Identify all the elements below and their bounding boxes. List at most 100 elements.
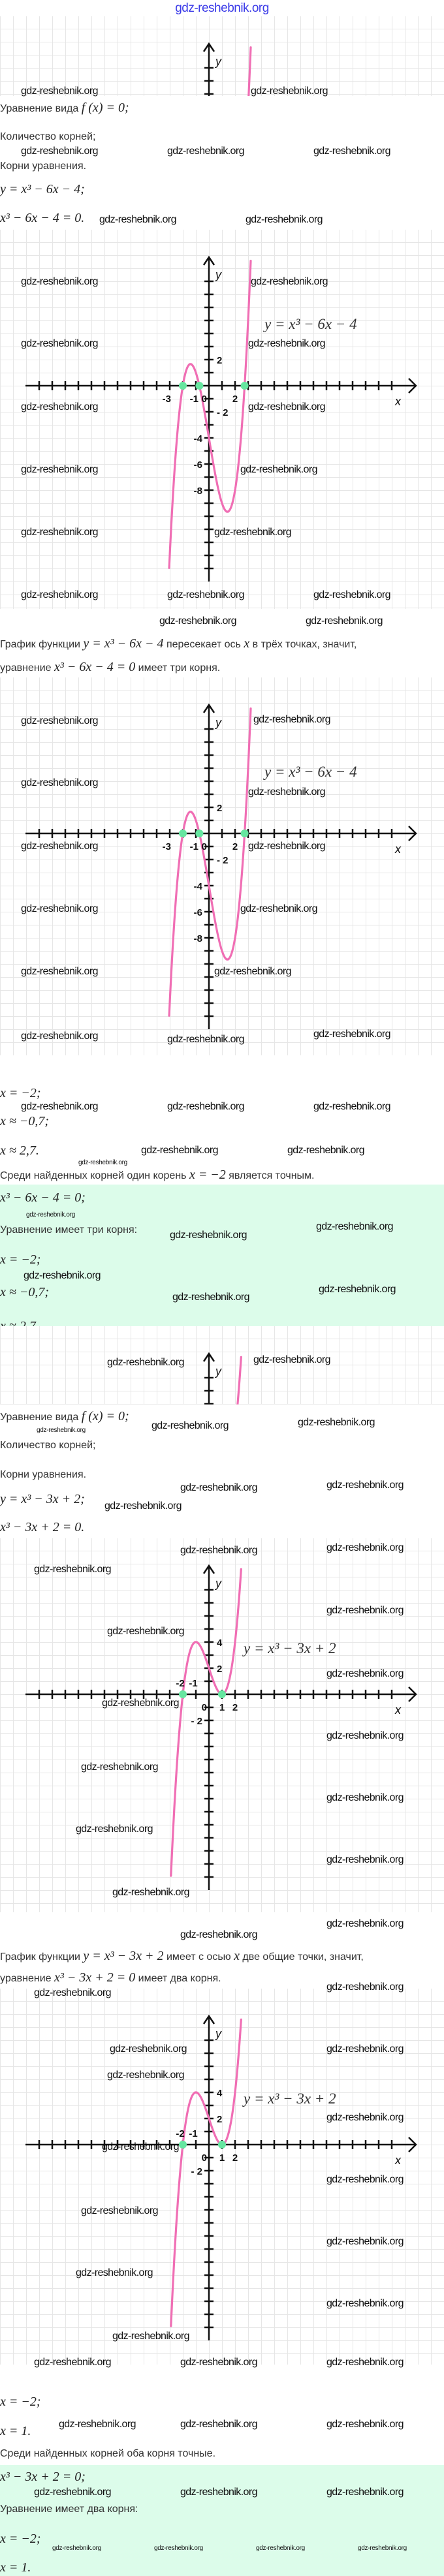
watermark: gdz-reshebnik.org	[326, 1480, 404, 1491]
watermark: gdz-reshebnik.org	[240, 464, 317, 475]
watermark: gdz-reshebnik.org	[52, 2545, 101, 2552]
exactness-text: Среди найденных корней один корень	[0, 1170, 189, 1181]
answer-equation: x³ − 6x − 4 = 0;	[0, 1190, 86, 1205]
equation-formula: x³ − 3x + 2 = 0.	[0, 1520, 85, 1534]
axes	[25, 2014, 417, 2340]
watermark: gdz-reshebnik.org	[326, 1981, 404, 1993]
axes	[25, 703, 417, 1029]
watermark: gdz-reshebnik.org	[21, 146, 98, 157]
watermark: gdz-reshebnik.org	[313, 1101, 390, 1112]
conclusion-text: График функции	[0, 639, 84, 650]
x-tick-label: 1	[219, 1702, 225, 1713]
x-tick-label: 2	[232, 2152, 238, 2164]
watermark: gdz-reshebnik.org	[253, 714, 330, 725]
grid	[0, 677, 444, 1055]
watermark: gdz-reshebnik.org	[319, 1284, 396, 1295]
watermark: gdz-reshebnik.org	[21, 338, 98, 349]
watermark: gdz-reshebnik.org	[107, 2070, 184, 2081]
watermark: gdz-reshebnik.org	[76, 1823, 153, 1835]
conclusion-text: График функции	[0, 1951, 84, 1963]
y-tick-label: - 2	[191, 1716, 202, 1727]
watermark: gdz-reshebnik.org	[59, 2419, 136, 2430]
conclusion-math: x	[234, 1949, 240, 1963]
y-axis-arrow	[202, 1564, 215, 1574]
equation-type-label: Уравнение вида	[0, 1412, 82, 1423]
watermark: gdz-reshebnik.org	[107, 1357, 184, 1368]
y-tick-label: -6	[194, 907, 202, 918]
watermark: gdz-reshebnik.org	[251, 276, 328, 287]
watermark: gdz-reshebnik.org	[246, 214, 323, 225]
equation-type-line: Уравнение вида f (x) = 0;	[0, 1408, 129, 1424]
y-tick-label: 2	[217, 2114, 222, 2125]
exactness-line: Среди найденных корней оба корня точные.	[0, 2448, 216, 2459]
watermark: gdz-reshebnik.org	[326, 2112, 404, 2123]
equation-type-math: f (x) = 0;	[81, 101, 129, 115]
watermark: gdz-reshebnik.org	[313, 589, 390, 600]
y-axis-label: y	[214, 716, 222, 729]
root-2: x = 1.	[0, 2424, 31, 2438]
conclusion-text: пересекает ось	[163, 639, 244, 650]
x-axis-label: x	[394, 843, 402, 856]
exactness-math: x = −2	[189, 1168, 226, 1182]
watermark: gdz-reshebnik.org	[180, 1929, 257, 1940]
watermark: gdz-reshebnik.org	[34, 2487, 111, 2498]
watermark: gdz-reshebnik.org	[78, 1159, 127, 1166]
answer-root-2: x = 1.	[0, 2560, 31, 2575]
root-point	[218, 2141, 226, 2149]
watermark: gdz-reshebnik.org	[21, 527, 98, 538]
y-tick-label: 2	[217, 803, 222, 814]
watermark: gdz-reshebnik.org	[240, 903, 317, 914]
watermark: gdz-reshebnik.org	[21, 1101, 98, 1112]
x-axis-arrow	[408, 378, 417, 394]
watermark: gdz-reshebnik.org	[112, 1887, 189, 1898]
watermark: gdz-reshebnik.org	[287, 1145, 364, 1156]
watermark: gdz-reshebnik.org	[34, 1564, 111, 1575]
root-count-label: Количество корней;	[0, 1440, 96, 1451]
x-tick-label: -3	[163, 841, 171, 852]
conclusion-text: уравнение	[0, 662, 54, 674]
y-axis-arrow	[202, 703, 215, 713]
y-axis-label: y	[214, 1365, 222, 1378]
watermark: gdz-reshebnik.org	[99, 214, 176, 225]
root-point	[218, 1690, 226, 1698]
watermark: gdz-reshebnik.org	[76, 2267, 153, 2278]
watermark: gdz-reshebnik.org	[172, 1292, 249, 1303]
watermark: gdz-reshebnik.org	[34, 1987, 111, 1998]
x-axis-label: x	[394, 2154, 402, 2167]
watermark: gdz-reshebnik.org	[21, 401, 98, 412]
watermark: gdz-reshebnik.org	[316, 1221, 393, 1232]
conclusion-line-1: График функции y = x³ − 3x + 2 имеет с о…	[0, 1948, 364, 1964]
root-1: x = −2;	[0, 2395, 41, 2409]
x-tick-label: -1	[189, 2128, 197, 2139]
watermark: gdz-reshebnik.org	[26, 1211, 75, 1218]
function-formula: y = x³ − 3x + 2;	[0, 1492, 85, 1506]
y-axis-arrow	[202, 42, 215, 52]
watermark: gdz-reshebnik.org	[326, 2419, 404, 2430]
x-tick-label: -2	[176, 2128, 184, 2139]
conclusion-math: x³ − 3x + 2 = 0	[54, 1970, 136, 1985]
x-axis-label: x	[394, 395, 402, 408]
x-tick-label: 2	[232, 841, 238, 852]
answer-root-2: x ≈ −0,7;	[0, 1285, 50, 1299]
exactness-text: является точным.	[225, 1170, 315, 1181]
y-tick-label: - 2	[217, 407, 229, 418]
watermark: gdz-reshebnik.org	[326, 1792, 404, 1803]
axes	[202, 1352, 215, 1404]
watermark: gdz-reshebnik.org	[326, 1854, 404, 1865]
watermark: gdz-reshebnik.org	[102, 1698, 179, 1709]
root-count-label: Количество корней;	[0, 131, 96, 142]
conclusion-text: имеет три корня.	[135, 662, 221, 674]
watermark: gdz-reshebnik.org	[180, 1482, 257, 1493]
x-axis-label: x	[394, 1703, 402, 1716]
watermark: gdz-reshebnik.org	[180, 2419, 257, 2430]
y-tick-label: 4	[217, 1637, 223, 1649]
watermark: gdz-reshebnik.org	[170, 1230, 247, 1241]
watermark: gdz-reshebnik.org	[326, 1605, 404, 1616]
watermark: gdz-reshebnik.org	[326, 2236, 404, 2247]
watermark: gdz-reshebnik.org	[326, 1668, 404, 1679]
function-label: y = x³ − 6x − 4	[263, 764, 357, 780]
function-label: y = x³ − 6x − 4	[263, 316, 357, 332]
